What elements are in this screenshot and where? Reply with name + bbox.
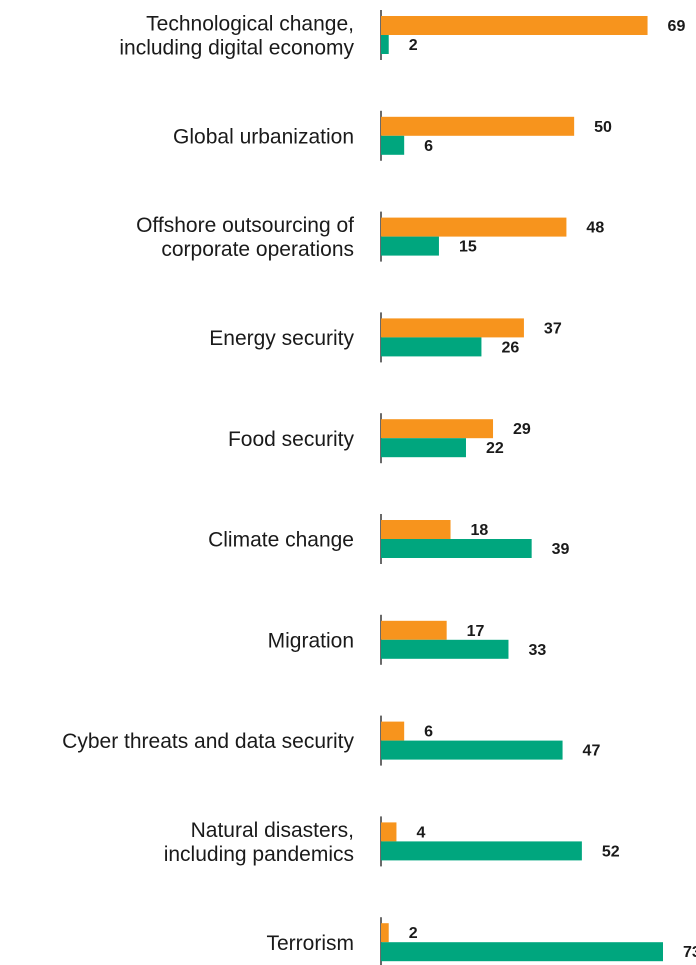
- bar-series-0-cat-5: [381, 520, 451, 539]
- bar-series-1-cat-5: [381, 539, 532, 558]
- bar-series-1-cat-1: [381, 135, 405, 155]
- category-label-2-line-0: Offshore outsourcing of: [136, 214, 354, 237]
- value-label-series-1-cat-6: 33: [528, 642, 546, 659]
- bar-series-0-cat-7: [381, 721, 405, 741]
- value-label-series-1-cat-1: 6: [424, 138, 433, 155]
- value-label-series-1-cat-5: 39: [552, 541, 570, 558]
- category-label-5: Climate change: [208, 529, 354, 552]
- bar-series-0-cat-4: [381, 419, 494, 439]
- value-label-series-0-cat-2: 48: [586, 220, 604, 237]
- bar-series-0-cat-8: [381, 822, 397, 842]
- bar-series-1-cat-0: [381, 35, 389, 54]
- bar-series-1-cat-9: [381, 942, 663, 962]
- bar-series-1-cat-6: [381, 639, 509, 659]
- bar-series-0-cat-9: [381, 923, 389, 943]
- bar-series-0-cat-3: [381, 318, 524, 338]
- bar-series-0-cat-0: [381, 16, 648, 35]
- value-label-series-1-cat-7: 47: [583, 743, 601, 760]
- category-label-9: Terrorism: [267, 932, 355, 955]
- value-label-series-1-cat-3: 26: [501, 339, 519, 356]
- category-label-3: Energy security: [209, 327, 354, 350]
- value-label-series-0-cat-9: 2: [409, 925, 418, 942]
- value-label-series-1-cat-8: 52: [602, 843, 620, 860]
- category-label-8-line-0: Natural disasters,: [191, 819, 354, 842]
- category-label-4: Food security: [228, 428, 355, 451]
- value-label-series-0-cat-8: 4: [416, 824, 425, 841]
- bar-series-1-cat-8: [381, 841, 582, 861]
- value-label-series-0-cat-3: 37: [544, 320, 562, 337]
- bar-layer: [381, 16, 663, 962]
- value-label-series-1-cat-9: 73: [683, 944, 696, 961]
- category-label-2-line-1: corporate operations: [161, 238, 354, 261]
- value-label-series-0-cat-6: 17: [467, 623, 485, 640]
- bar-series-1-cat-4: [381, 438, 466, 458]
- value-label-series-0-cat-4: 29: [513, 421, 531, 438]
- value-label-series-0-cat-7: 6: [424, 724, 433, 741]
- value-label-series-1-cat-2: 15: [459, 239, 477, 256]
- bar-series-1-cat-2: [381, 236, 439, 256]
- bar-series-1-cat-3: [381, 337, 482, 357]
- bar-series-1-cat-7: [381, 740, 563, 760]
- category-label-8-line-1: including pandemics: [164, 843, 354, 866]
- category-label-6: Migration: [268, 629, 354, 652]
- value-label-series-1-cat-4: 22: [486, 440, 504, 457]
- value-label-series-0-cat-5: 18: [471, 522, 489, 539]
- bar-series-0-cat-1: [381, 116, 575, 136]
- category-label-0-line-0: Technological change,: [146, 13, 354, 36]
- value-label-series-0-cat-1: 50: [594, 119, 612, 136]
- category-label-1: Global urbanization: [173, 125, 354, 148]
- bar-series-0-cat-6: [381, 620, 447, 640]
- bar-series-0-cat-2: [381, 217, 567, 237]
- category-label-0-line-1: including digital economy: [119, 37, 354, 60]
- value-label-series-1-cat-0: 2: [409, 37, 418, 54]
- label-layer: Technological change,including digital e…: [62, 13, 696, 962]
- value-label-series-0-cat-0: 69: [668, 18, 686, 35]
- category-label-7: Cyber threats and data security: [62, 730, 354, 753]
